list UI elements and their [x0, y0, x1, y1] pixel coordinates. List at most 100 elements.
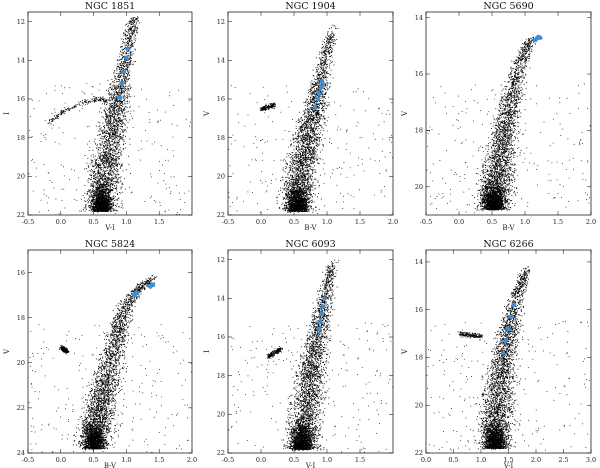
star-point: [97, 149, 99, 151]
star-point: [109, 148, 111, 150]
star-point: [119, 105, 121, 107]
star-point: [282, 197, 284, 199]
star-point: [112, 135, 114, 137]
star-point: [95, 201, 97, 202]
star-point: [105, 165, 107, 167]
star-point: [99, 140, 101, 142]
star-point: [102, 195, 104, 197]
star-point: [84, 99, 86, 101]
star-point: [141, 88, 142, 90]
star-point: [98, 172, 100, 174]
star-point: [104, 174, 105, 175]
star-point: [129, 138, 131, 140]
star-point: [76, 200, 78, 201]
star-point: [105, 141, 106, 142]
star-point: [301, 140, 303, 142]
star-point: [87, 157, 89, 159]
star-point: [104, 207, 106, 209]
star-point: [128, 44, 130, 46]
star-point: [111, 149, 113, 151]
star-point: [110, 197, 112, 199]
star-point: [99, 155, 101, 157]
star-point: [103, 146, 105, 148]
star-point: [115, 174, 117, 176]
star-point: [106, 195, 108, 197]
star-point: [121, 121, 123, 123]
star-point: [114, 76, 116, 77]
star-point: [132, 22, 133, 24]
star-point: [124, 96, 126, 98]
star-point: [109, 97, 111, 99]
star-point: [81, 105, 83, 107]
star-point: [102, 183, 104, 185]
star-point: [114, 99, 116, 101]
star-point: [106, 207, 108, 209]
star-point: [111, 99, 113, 100]
star-point: [101, 192, 102, 193]
star-point: [112, 201, 114, 203]
star-point: [105, 189, 107, 191]
star-point: [105, 151, 107, 153]
star-point: [128, 93, 130, 95]
star-point: [87, 101, 89, 103]
star-point: [127, 121, 129, 123]
star-point: [128, 38, 130, 40]
star-point: [114, 101, 116, 102]
star-point: [114, 103, 116, 104]
star-point: [103, 170, 105, 172]
star-point: [95, 195, 96, 197]
star-point: [108, 169, 110, 171]
star-point: [116, 99, 118, 101]
star-point: [285, 171, 287, 173]
star-point: [317, 108, 319, 110]
star-point: [113, 159, 115, 161]
star-point: [113, 167, 115, 169]
star-point: [107, 169, 109, 171]
star-point: [317, 122, 319, 124]
star-point: [103, 202, 105, 203]
star-point: [120, 105, 122, 107]
star-point: [100, 137, 102, 139]
star-point: [301, 128, 303, 130]
star-point: [123, 68, 124, 70]
star-point: [93, 175, 95, 177]
star-point: [104, 101, 106, 103]
star-point: [93, 101, 95, 103]
star-point: [320, 198, 322, 200]
star-point: [84, 200, 86, 202]
star-point: [116, 81, 118, 83]
star-point: [116, 100, 117, 102]
star-point: [109, 161, 111, 163]
star-point: [91, 170, 93, 172]
star-point: [91, 195, 93, 197]
star-point: [101, 141, 103, 143]
star-point: [102, 190, 104, 192]
star-point: [129, 61, 131, 62]
star-point: [124, 78, 126, 80]
star-point: [124, 123, 126, 125]
star-point: [63, 175, 65, 177]
star-point: [98, 159, 99, 161]
star-point: [103, 167, 105, 169]
star-point: [111, 197, 113, 199]
star-point: [112, 145, 114, 147]
star-point: [119, 122, 121, 124]
star-point: [313, 81, 315, 83]
star-point: [92, 196, 93, 198]
star-point: [118, 117, 120, 118]
star-point: [114, 86, 115, 88]
star-point: [113, 113, 115, 115]
star-point: [98, 162, 100, 164]
star-point: [79, 210, 81, 212]
star-point: [310, 207, 312, 209]
star-point: [121, 125, 123, 127]
star-point: [104, 202, 106, 204]
star-point: [296, 139, 298, 141]
star-point: [122, 67, 124, 69]
star-point: [109, 201, 111, 203]
star-point: [104, 128, 105, 130]
star-point: [129, 63, 130, 65]
star-point: [119, 53, 121, 55]
star-point: [123, 99, 124, 101]
star-point: [96, 192, 98, 194]
